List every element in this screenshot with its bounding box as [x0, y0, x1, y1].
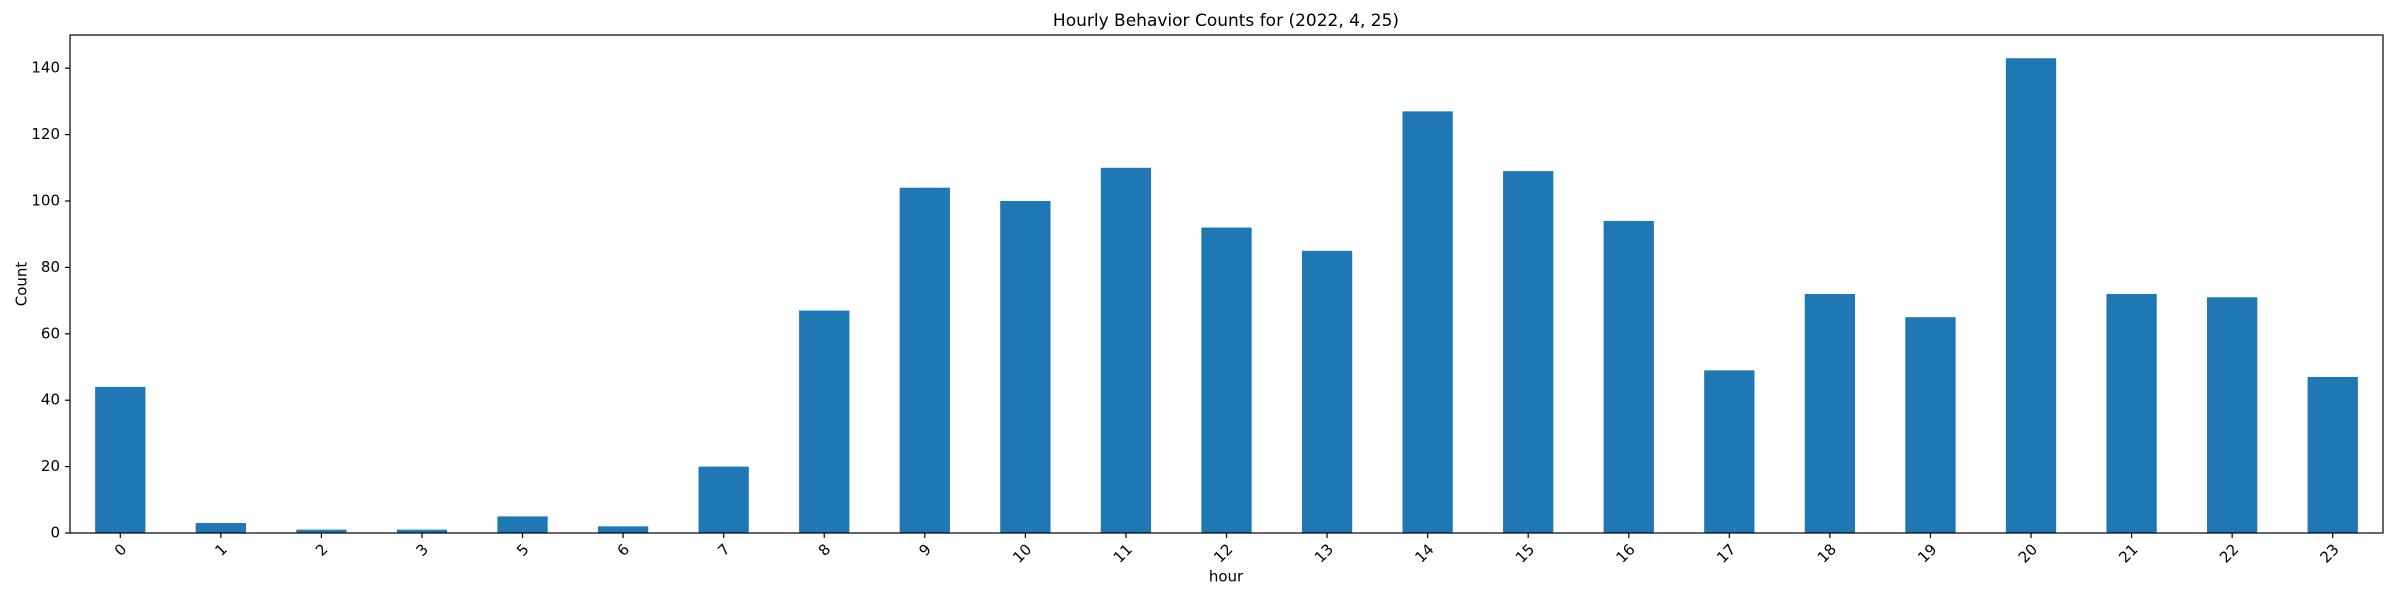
bar: [1201, 227, 1252, 533]
bar: [597, 526, 649, 533]
x-tick-label: 20: [2015, 540, 2041, 566]
x-tick-label: 18: [1814, 540, 1840, 566]
bar: [1100, 167, 1152, 534]
y-tick-label: 20: [41, 457, 60, 475]
x-tick-label: 22: [2216, 540, 2242, 566]
bar: [1704, 370, 1755, 533]
x-tick-label: 17: [1713, 540, 1739, 566]
bar: [1905, 317, 1956, 533]
x-tick-label: 12: [1210, 540, 1236, 566]
bar: [2307, 376, 2358, 533]
bar: [1503, 171, 1554, 533]
x-tick-label: 19: [1914, 540, 1940, 566]
bar: [195, 523, 246, 533]
y-tick-label: 60: [41, 324, 60, 342]
x-tick-label: 21: [2115, 540, 2141, 566]
x-tick-label: 10: [1009, 540, 1035, 566]
x-tick-label: 6: [614, 540, 633, 559]
plot-frame: [69, 34, 2384, 534]
x-tick-label: 9: [915, 540, 934, 559]
bar: [2106, 293, 2157, 533]
y-axis-label: Count: [13, 262, 31, 307]
x-tick-label: 11: [1110, 540, 1136, 566]
y-tick-label: 120: [31, 125, 60, 143]
y-tick-label: 140: [31, 59, 60, 77]
x-tick-label: 14: [1411, 540, 1437, 566]
bar: [1402, 111, 1453, 534]
x-axis-label: hour: [1209, 568, 1244, 586]
bar: [799, 310, 850, 533]
x-tick-label: 7: [714, 540, 733, 559]
bar: [1804, 293, 1856, 533]
bar: [1301, 250, 1353, 534]
x-tick-label: 13: [1311, 540, 1337, 566]
x-tick-label: 5: [513, 540, 532, 559]
bar: [396, 529, 448, 533]
bar: [296, 529, 347, 533]
bar: [899, 187, 950, 533]
bar: [1603, 220, 1654, 534]
y-tick-label: 40: [41, 391, 60, 409]
x-tick-label: 2: [312, 540, 331, 559]
chart-title: Hourly Behavior Counts for (2022, 4, 25): [1053, 11, 1399, 31]
x-tick-label: 16: [1613, 540, 1639, 566]
x-tick-label: 8: [815, 540, 834, 559]
bar: [2207, 297, 2258, 533]
x-tick-label: 1: [211, 540, 230, 559]
bar: [698, 466, 749, 533]
y-tick-label: 100: [31, 192, 60, 210]
x-tick-label: 23: [2316, 540, 2342, 566]
y-tick-label: 80: [41, 258, 60, 276]
bar: [1000, 201, 1051, 533]
y-tick-label: 0: [50, 524, 60, 542]
x-tick-label: 3: [413, 540, 432, 559]
bar: [2005, 58, 2057, 534]
x-tick-label: 0: [111, 540, 130, 559]
x-tick-label: 15: [1512, 540, 1538, 566]
bar: [95, 386, 146, 533]
bar: [497, 516, 548, 533]
